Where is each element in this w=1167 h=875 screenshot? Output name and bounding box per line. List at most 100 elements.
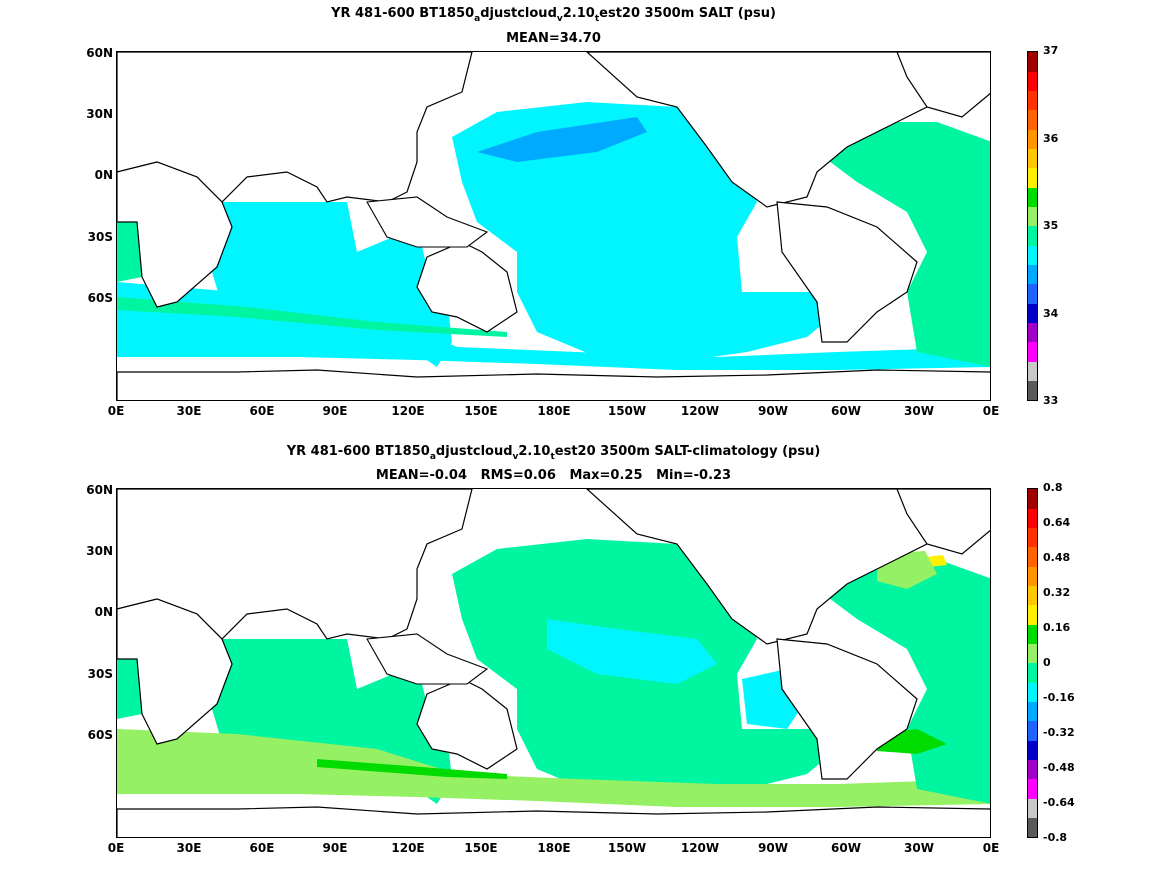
chart-title: YR 481-600 BT1850adjustcloudv2.10test20 … <box>286 444 821 462</box>
colorbar-segment <box>1028 489 1037 509</box>
field-acc-band <box>317 759 507 779</box>
y-tick: 60N <box>86 483 113 497</box>
land-africa <box>117 598 233 745</box>
field-pacific <box>452 102 837 362</box>
x-tick: 180E <box>537 404 571 418</box>
x-tick: 90E <box>322 404 348 418</box>
field-acc-band <box>117 297 507 337</box>
x-tick: 0E <box>982 404 1000 418</box>
land-maritime-continent <box>366 196 489 248</box>
anomaly-map-svg <box>117 489 990 837</box>
x-tick: 150E <box>464 404 498 418</box>
colorbar-tick: 37 <box>1043 44 1059 57</box>
x-tick: 0E <box>982 841 1000 855</box>
colorbar-tick: -0.48 <box>1043 761 1075 774</box>
colorbar-tick: 36 <box>1043 132 1059 145</box>
colorbar-segment <box>1028 129 1037 150</box>
y-tick: 0N <box>94 605 113 619</box>
x-tick: 120E <box>391 404 425 418</box>
field-atlantic <box>817 559 990 804</box>
salinity-map-svg <box>117 52 990 400</box>
x-tick: 60E <box>249 841 275 855</box>
colorbar-tick: -0.8 <box>1043 831 1068 844</box>
x-tick: 30E <box>176 404 202 418</box>
x-tick: 30E <box>176 841 202 855</box>
colorbar-segment <box>1028 527 1037 548</box>
land-australia <box>416 678 518 770</box>
chart-subtitle: MEAN=-0.04 RMS=0.06 Max=0.25 Min=-0.23 <box>375 468 732 483</box>
y-tick: 60S <box>87 728 113 742</box>
colorbar-segment <box>1028 605 1037 625</box>
colorbar <box>1027 51 1038 401</box>
colorbar-segment <box>1028 90 1037 111</box>
x-tick: 150W <box>607 841 647 855</box>
colorbar-tick: 34 <box>1043 307 1059 320</box>
colorbar-segment <box>1028 798 1037 819</box>
colorbar-segment <box>1028 779 1037 799</box>
colorbar-segment <box>1028 303 1037 324</box>
colorbar-segment <box>1028 322 1037 343</box>
x-tick: 30W <box>904 841 934 855</box>
field-west-atlantic <box>117 659 142 719</box>
colorbar-segment <box>1028 547 1037 567</box>
colorbar-segment <box>1028 110 1037 130</box>
land-greenland <box>896 489 990 555</box>
colorbar-tick: 0.48 <box>1043 551 1071 564</box>
colorbar-tick: 35 <box>1043 219 1059 232</box>
colorbar-tick: 33 <box>1043 394 1059 407</box>
colorbar-segment <box>1028 701 1037 722</box>
chart-subtitle: MEAN=34.70 <box>506 31 601 46</box>
x-tick: 90E <box>322 841 348 855</box>
salinity-map <box>116 51 991 401</box>
salinity-panel: YR 481-600 BT1850adjustcloudv2.10test20 … <box>0 0 1167 420</box>
y-tick: 0N <box>94 168 113 182</box>
land-australia <box>416 241 518 333</box>
colorbar-segment <box>1028 817 1037 837</box>
colorbar-segment <box>1028 585 1037 606</box>
colorbar-segment <box>1028 682 1037 703</box>
land-antarctica <box>117 369 990 400</box>
y-tick: 60N <box>86 46 113 60</box>
colorbar-segment <box>1028 71 1037 92</box>
land-africa <box>117 161 233 308</box>
land-antarctica <box>117 806 990 837</box>
colorbar-segment <box>1028 759 1037 780</box>
land-maritime-continent <box>366 633 489 685</box>
colorbar-tick: 0.64 <box>1043 516 1071 529</box>
x-tick: 120E <box>391 841 425 855</box>
field-southern-ocean <box>117 729 990 807</box>
land-south-america <box>776 638 918 780</box>
x-tick: 120W <box>680 841 720 855</box>
colorbar-segment <box>1028 52 1037 72</box>
x-tick: 90W <box>758 404 788 418</box>
colorbar-tick: -0.32 <box>1043 726 1075 739</box>
field-equatorial-pacific <box>547 619 717 684</box>
field-southern-ocean <box>117 282 990 370</box>
colorbar-tick: -0.16 <box>1043 691 1075 704</box>
colorbar-segment <box>1028 740 1037 761</box>
x-tick: 180E <box>537 841 571 855</box>
y-tick: 60S <box>87 291 113 305</box>
colorbar-segment <box>1028 380 1037 400</box>
colorbar-segment <box>1028 187 1037 208</box>
field-ne-pacific-patch <box>477 117 647 162</box>
land-greenland <box>896 52 990 118</box>
salinity-anomaly-panel: YR 481-600 BT1850adjustcloudv2.10test20 … <box>0 437 1167 857</box>
colorbar-segment <box>1028 361 1037 382</box>
colorbar-segment <box>1028 226 1037 246</box>
field-atlantic <box>817 122 990 367</box>
colorbar-segment <box>1028 508 1037 529</box>
colorbar-tick: 0 <box>1043 656 1051 669</box>
colorbar-tick: 0.32 <box>1043 586 1071 599</box>
x-tick: 0E <box>107 404 125 418</box>
anomaly-map <box>116 488 991 838</box>
colorbar-tick: -0.64 <box>1043 796 1075 809</box>
y-tick: 30N <box>86 107 113 121</box>
y-tick: 30N <box>86 544 113 558</box>
x-tick: 60W <box>831 404 861 418</box>
field-west-atlantic <box>117 222 142 282</box>
colorbar-segment <box>1028 284 1037 304</box>
x-tick: 120W <box>680 404 720 418</box>
x-tick: 60E <box>249 404 275 418</box>
x-tick: 60W <box>831 841 861 855</box>
